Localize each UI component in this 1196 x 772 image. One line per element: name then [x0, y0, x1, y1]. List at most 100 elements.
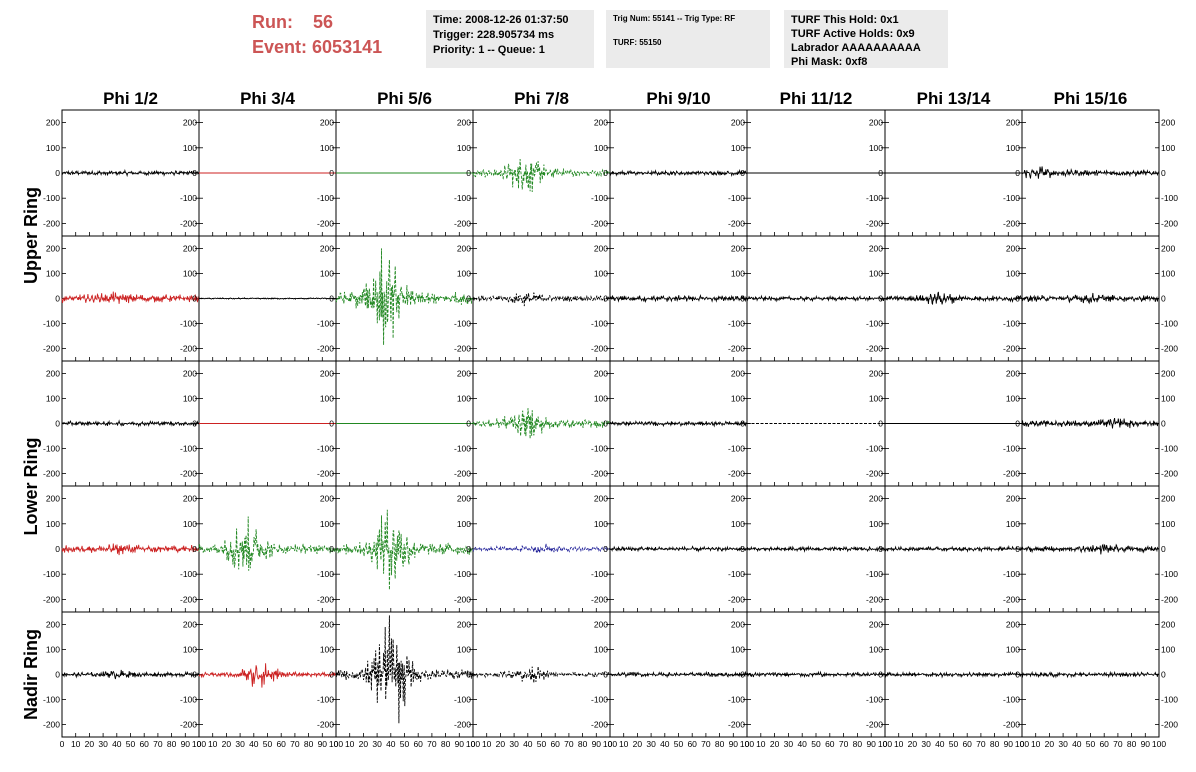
ring-label: Lower Ring	[21, 438, 41, 536]
x-tick-label: 50	[126, 739, 136, 749]
x-tick-label: 70	[839, 739, 849, 749]
y-tick-label: 0	[1161, 168, 1166, 178]
x-tick-label: 10	[345, 739, 355, 749]
x-tick-label: 30	[784, 739, 794, 749]
y-tick-label: -100	[1003, 695, 1020, 705]
y-tick-label: -100	[728, 444, 745, 454]
x-tick-label: 20	[222, 739, 232, 749]
x-tick-label: 70	[290, 739, 300, 749]
y-tick-label: 100	[731, 269, 745, 279]
column-title: Phi 15/16	[1054, 89, 1128, 108]
x-tick-label: 30	[921, 739, 931, 749]
waveform-trace	[472, 292, 611, 307]
y-tick-label: 100	[1006, 645, 1020, 655]
y-tick-label: 0	[466, 294, 471, 304]
y-tick-label: -200	[591, 720, 608, 730]
y-tick-label: -200	[591, 218, 608, 228]
y-tick-label: 200	[1006, 494, 1020, 504]
x-tick-label: 20	[85, 739, 95, 749]
x-tick-label: 20	[1045, 739, 1055, 749]
y-tick-label: 100	[46, 143, 60, 153]
y-tick-label: 200	[594, 494, 608, 504]
y-tick-label: -100	[43, 695, 60, 705]
y-tick-label: 100	[457, 519, 471, 529]
x-tick-label: 20	[496, 739, 506, 749]
y-tick-label: 200	[1161, 369, 1175, 379]
x-tick-label: 40	[386, 739, 396, 749]
y-tick-label: -100	[1161, 193, 1178, 203]
y-tick-label: -200	[180, 218, 197, 228]
y-tick-label: -200	[454, 720, 471, 730]
x-tick-label: 50	[949, 739, 959, 749]
x-tick-label: 60	[687, 739, 697, 749]
y-tick-label: 200	[46, 494, 60, 504]
x-tick-label: 70	[976, 739, 986, 749]
y-tick-label: -100	[591, 569, 608, 579]
y-tick-label: -200	[728, 720, 745, 730]
y-tick-label: -100	[866, 319, 883, 329]
x-tick-label: 0	[471, 739, 476, 749]
waveform-trace	[884, 544, 1023, 553]
x-tick-label: 10	[208, 739, 218, 749]
y-tick-label: -100	[1003, 569, 1020, 579]
y-tick-label: -100	[43, 193, 60, 203]
waveform-trace	[198, 516, 337, 571]
y-tick-label: -100	[180, 444, 197, 454]
x-tick-label: 50	[1086, 739, 1096, 749]
trig-num-line: Trig Num: 55141 -- Trig Type: RF	[613, 14, 736, 23]
y-tick-label: 200	[46, 620, 60, 630]
x-tick-label: 30	[98, 739, 108, 749]
y-tick-label: -100	[454, 444, 471, 454]
waveform-trace	[472, 158, 611, 193]
event-label: Event:	[252, 37, 308, 57]
y-tick-label: 0	[466, 168, 471, 178]
waveform-trace	[61, 168, 200, 178]
x-tick-label: 60	[962, 739, 972, 749]
y-tick-label: 100	[457, 143, 471, 153]
y-tick-label: -200	[728, 344, 745, 354]
y-tick-label: 0	[603, 544, 608, 554]
waveform-trace	[198, 296, 337, 301]
y-tick-label: 0	[192, 294, 197, 304]
y-tick-label: 100	[183, 519, 197, 529]
x-tick-label: 80	[578, 739, 588, 749]
x-tick-label: 90	[729, 739, 739, 749]
y-tick-label: 0	[878, 544, 883, 554]
x-tick-label: 60	[413, 739, 423, 749]
y-tick-label: 200	[731, 494, 745, 504]
y-tick-label: 200	[1006, 244, 1020, 254]
y-tick-label: 100	[320, 645, 334, 655]
run-event-box: Run: 56 Event: 6053141	[252, 10, 382, 60]
y-tick-label: -100	[866, 444, 883, 454]
y-tick-label: 200	[869, 620, 883, 630]
x-tick-label: 40	[935, 739, 945, 749]
x-tick-label: 50	[674, 739, 684, 749]
x-tick-label: 0	[1020, 739, 1025, 749]
y-tick-label: -100	[43, 444, 60, 454]
waveform-trace	[746, 294, 886, 303]
column-title: Phi 9/10	[646, 89, 710, 108]
y-tick-label: -200	[1003, 218, 1020, 228]
y-tick-label: -200	[728, 469, 745, 479]
column-title: Phi 1/2	[103, 89, 158, 108]
y-tick-label: -100	[317, 444, 334, 454]
x-tick-label: 60	[276, 739, 286, 749]
y-tick-label: -100	[454, 695, 471, 705]
y-tick-label: 200	[731, 118, 745, 128]
y-tick-label: 100	[1161, 645, 1175, 655]
x-tick-label: 80	[441, 739, 451, 749]
y-tick-label: -100	[1161, 319, 1178, 329]
y-tick-label: 200	[731, 620, 745, 630]
x-tick-label: 100	[192, 739, 206, 749]
waveform-trace	[609, 294, 748, 304]
y-tick-label: 100	[594, 143, 608, 153]
x-tick-label: 100	[1015, 739, 1029, 749]
y-tick-label: 200	[731, 369, 745, 379]
x-tick-label: 50	[537, 739, 547, 749]
y-tick-label: -200	[1161, 344, 1178, 354]
y-tick-label: 100	[731, 394, 745, 404]
waveform-trace	[1021, 292, 1160, 305]
y-tick-label: 100	[869, 645, 883, 655]
y-tick-label: 0	[192, 670, 197, 680]
y-tick-label: 100	[731, 519, 745, 529]
